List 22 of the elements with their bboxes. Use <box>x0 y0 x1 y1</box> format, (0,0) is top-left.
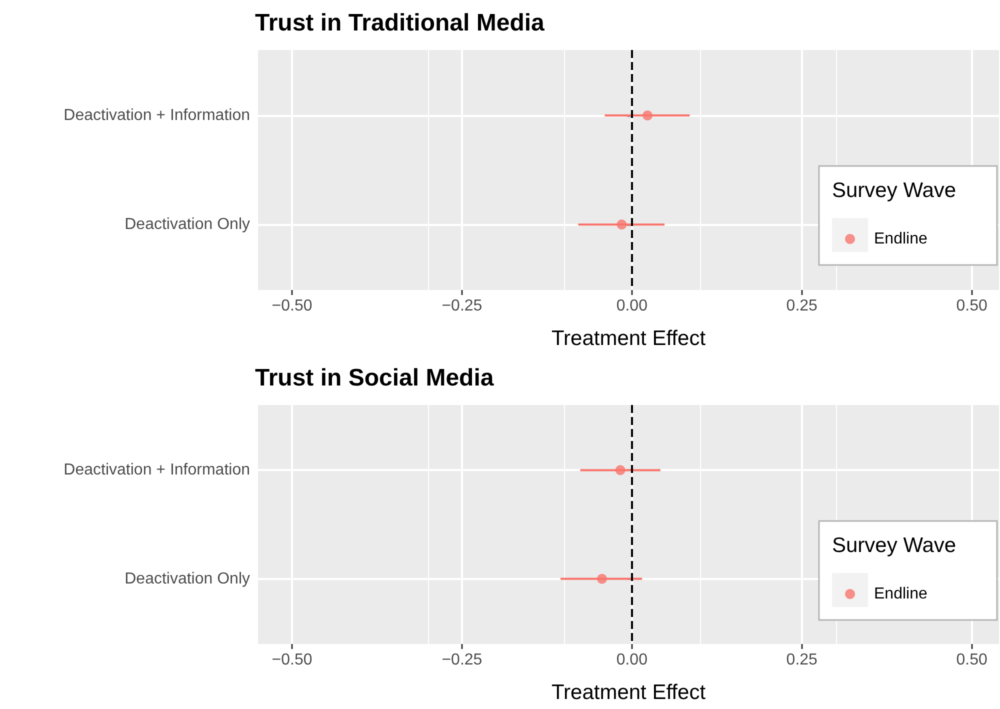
y-tick-label: Deactivation Only <box>124 570 250 588</box>
y-tick-label: Deactivation Only <box>124 216 250 234</box>
legend-title: Survey Wave <box>832 179 956 202</box>
legend-label: Endline <box>874 586 928 602</box>
x-tick-label: 0.50 <box>956 298 988 314</box>
y-tick-label: Deactivation + Information <box>64 106 250 124</box>
x-tick-label: 0.00 <box>616 652 648 668</box>
x-tick-label: −0.50 <box>272 298 312 314</box>
chart-title: Trust in Traditional Media <box>255 10 546 36</box>
chart-title: Trust in Social Media <box>255 364 494 392</box>
x-tick-label: 0.50 <box>956 652 988 668</box>
x-tick-label: −0.50 <box>272 652 312 668</box>
x-tick-label: 0.00 <box>616 298 648 314</box>
legend-label: Endline <box>874 230 928 248</box>
legend-title: Survey Wave <box>832 534 956 557</box>
x-tick-label: −0.25 <box>442 652 482 668</box>
x-tick-label: −0.25 <box>442 298 482 314</box>
x-tick-label: 0.25 <box>786 298 818 314</box>
x-axis-title: Treatment Effect <box>551 327 706 350</box>
x-axis-title: Treatment Effect <box>551 681 706 704</box>
x-tick-label: 0.25 <box>786 652 818 668</box>
y-tick-label: Deactivation + Information <box>64 462 250 479</box>
